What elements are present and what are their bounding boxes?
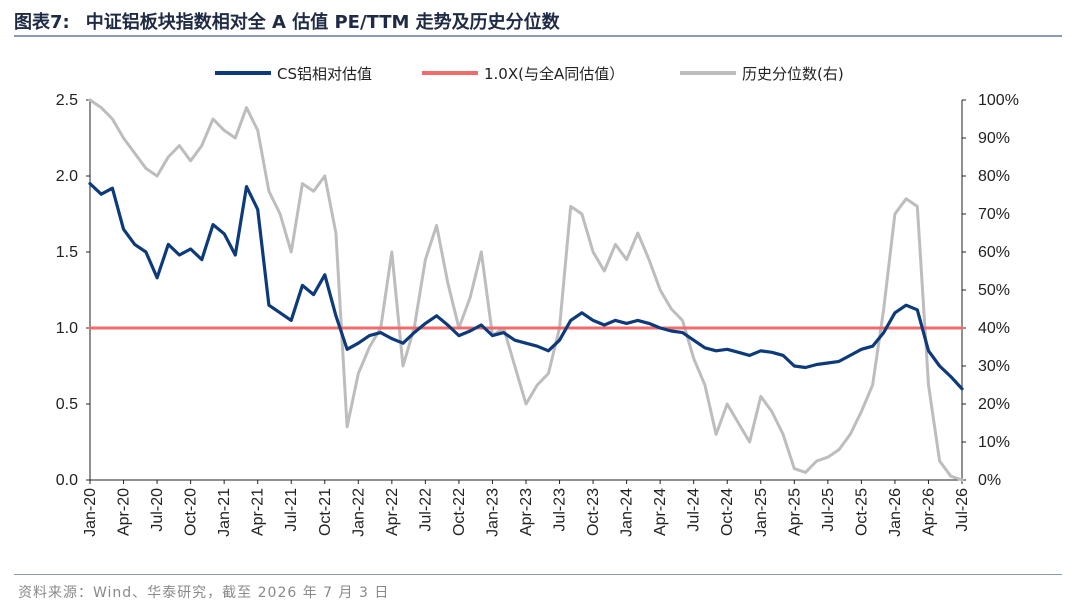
chart-title: 中证铝板块指数相对全 A 估值 PE/TTM 走势及历史分位数 [85, 12, 560, 33]
footer-divider [14, 574, 1062, 575]
x-tick-label: Jan-25 [753, 488, 770, 537]
right-tick-label: 100% [978, 92, 1019, 109]
x-tick-label: Jul-24 [686, 488, 703, 532]
x-tick-label: Jul-20 [149, 488, 166, 532]
source-note: 资料来源：Wind、华泰研究，截至 2026 年 7 月 3 日 [18, 585, 390, 601]
x-tick-label: Apr-26 [920, 488, 937, 536]
right-tick-label: 10% [978, 434, 1010, 451]
right-tick-label: 80% [978, 168, 1010, 185]
x-tick-label: Oct-20 [183, 488, 200, 536]
right-tick-label: 0% [978, 472, 1001, 489]
left-tick-label: 1.0 [56, 320, 78, 337]
right-tick-label: 40% [978, 320, 1010, 337]
x-tick-label: Apr-21 [250, 488, 267, 536]
x-tick-label: Oct-23 [585, 488, 602, 536]
title-divider [14, 35, 1062, 37]
series-historical-percentile [88, 98, 964, 482]
x-tick-label: Jan-21 [216, 488, 233, 537]
x-tick-label: Jan-24 [619, 488, 636, 537]
right-tick-label: 60% [978, 244, 1010, 261]
x-tick-label: Apr-23 [518, 488, 535, 536]
right-tick-label: 20% [978, 396, 1010, 413]
left-tick-label: 0.5 [56, 396, 78, 413]
right-tick-label: 90% [978, 130, 1010, 147]
x-tick-label: Jan-20 [82, 488, 99, 537]
right-tick-label: 30% [978, 358, 1010, 375]
legend-label: 历史分位数(右) [742, 65, 844, 83]
x-tick-label: Apr-25 [786, 488, 803, 536]
x-tick-label: Jan-26 [887, 488, 904, 537]
right-tick-label: 70% [978, 206, 1010, 223]
x-tick-label: Oct-21 [317, 488, 334, 536]
chart-canvas: 0.0 0.5 1.0 1.5 2.0 2.5 0% 10% 20% 30% 40% 50% 60% 70… [56, 65, 1019, 537]
left-tick-label: 1.5 [56, 244, 78, 261]
x-tick-label: Apr-24 [652, 488, 669, 536]
x-tick-label: Jul-22 [417, 488, 434, 532]
x-tick-label: Jan-22 [350, 488, 367, 537]
x-tick-label: Apr-22 [384, 488, 401, 536]
series-relative-valuation [88, 182, 964, 391]
x-tick-label: Oct-24 [719, 488, 736, 536]
left-tick-label: 0.0 [56, 472, 78, 489]
x-tick-label: Jul-21 [283, 488, 300, 532]
legend-label: CS铝相对估值 [277, 65, 372, 83]
left-tick-label: 2.5 [56, 92, 78, 109]
x-tick-label: Oct-25 [853, 488, 870, 536]
x-tick-label: Oct-22 [451, 488, 468, 536]
x-tick-label: Jul-26 [954, 488, 971, 532]
legend-reference-1x: 1.0X(与全A同估值） [422, 65, 624, 83]
right-tick-label: 50% [978, 282, 1010, 299]
legend-historical-percentile: 历史分位数(右) [680, 65, 844, 83]
legend-label: 1.0X(与全A同估值） [484, 65, 624, 83]
x-tick-label: Jul-25 [820, 488, 837, 532]
figure-label: 图表7: [14, 12, 70, 33]
x-tick-label: Jan-23 [484, 488, 501, 537]
legend-relative-valuation: CS铝相对估值 [215, 65, 372, 83]
left-tick-label: 2.0 [56, 168, 78, 185]
figure-title: 图表7: 中证铝板块指数相对全 A 估值 PE/TTM 走势及历史分位数 [14, 8, 560, 34]
x-tick-label: Jul-23 [552, 488, 569, 532]
x-tick-label: Apr-20 [116, 488, 133, 536]
